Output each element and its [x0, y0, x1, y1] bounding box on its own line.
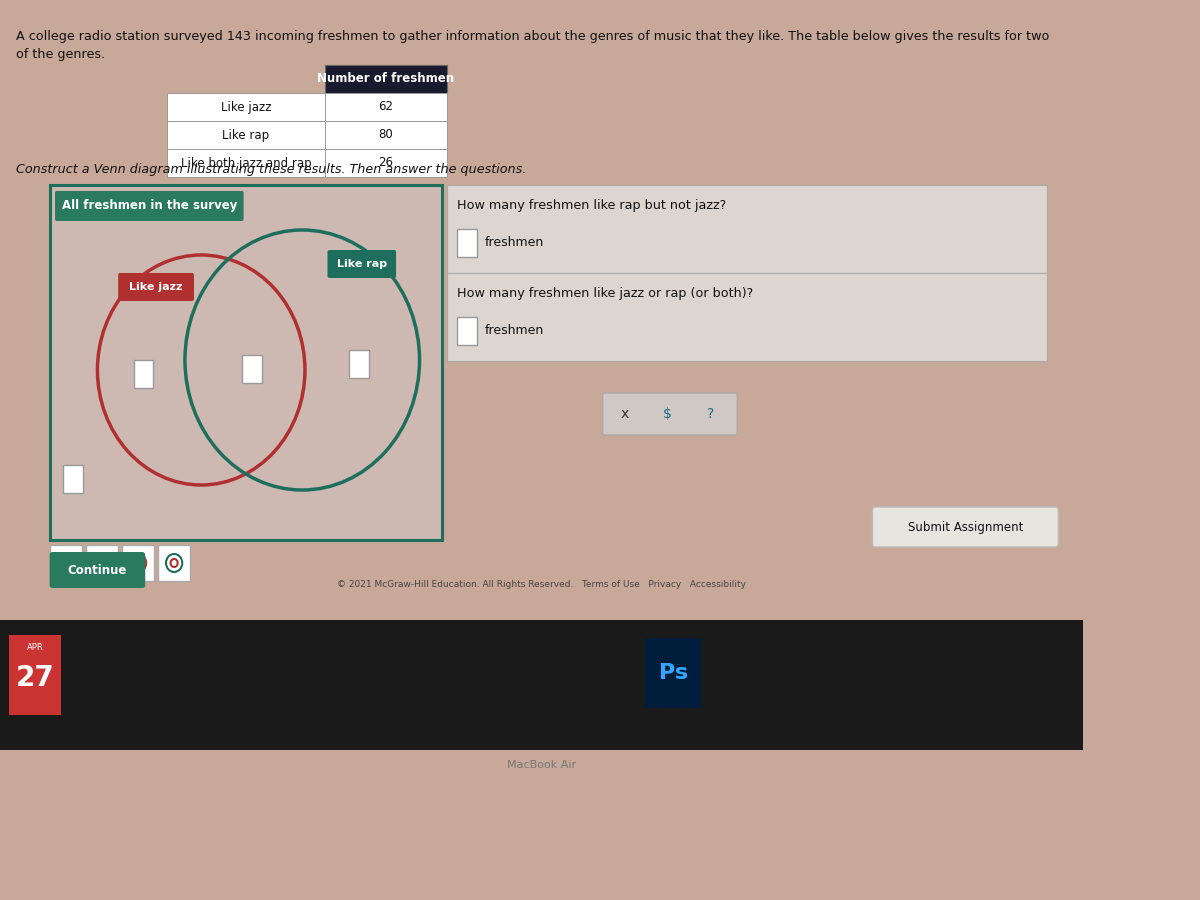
Text: 26: 26 — [378, 157, 394, 169]
FancyBboxPatch shape — [49, 545, 82, 581]
Text: 62: 62 — [378, 101, 394, 113]
FancyBboxPatch shape — [158, 545, 191, 581]
Text: x: x — [620, 407, 629, 421]
FancyBboxPatch shape — [49, 185, 442, 540]
Text: How many freshmen like rap but not jazz?: How many freshmen like rap but not jazz? — [457, 199, 727, 212]
Text: Continue: Continue — [67, 563, 127, 577]
FancyBboxPatch shape — [0, 620, 1082, 750]
FancyBboxPatch shape — [457, 317, 478, 345]
FancyBboxPatch shape — [167, 93, 325, 121]
FancyBboxPatch shape — [118, 273, 194, 301]
Text: Like jazz: Like jazz — [130, 282, 182, 292]
FancyBboxPatch shape — [325, 93, 446, 121]
FancyBboxPatch shape — [457, 229, 478, 257]
Text: ?: ? — [707, 407, 714, 421]
FancyBboxPatch shape — [64, 465, 83, 493]
Text: Submit Assignment: Submit Assignment — [907, 520, 1024, 534]
Text: $: $ — [664, 407, 672, 421]
Text: freshmen: freshmen — [485, 325, 544, 338]
Text: MacBook Air: MacBook Air — [506, 760, 576, 770]
Text: APR: APR — [26, 644, 43, 652]
FancyBboxPatch shape — [55, 191, 244, 221]
FancyBboxPatch shape — [325, 149, 446, 177]
FancyBboxPatch shape — [325, 65, 446, 93]
FancyBboxPatch shape — [349, 350, 370, 378]
Text: Ps: Ps — [659, 663, 688, 683]
Text: All freshmen in the survey: All freshmen in the survey — [61, 200, 238, 212]
Text: Like rap: Like rap — [222, 129, 270, 141]
FancyBboxPatch shape — [325, 121, 446, 149]
FancyBboxPatch shape — [167, 121, 325, 149]
Text: 27: 27 — [16, 664, 54, 692]
Text: A college radio station surveyed 143 incoming freshmen to gather information abo: A college radio station surveyed 143 inc… — [17, 30, 1050, 43]
Text: Construct a Venn diagram illustrating these results. Then answer the questions.: Construct a Venn diagram illustrating th… — [17, 163, 527, 176]
Text: of the genres.: of the genres. — [17, 48, 106, 61]
Text: freshmen: freshmen — [485, 237, 544, 249]
FancyBboxPatch shape — [328, 250, 396, 278]
Text: How many freshmen like jazz or rap (or both)?: How many freshmen like jazz or rap (or b… — [457, 287, 754, 300]
FancyBboxPatch shape — [133, 360, 154, 388]
Text: Like jazz: Like jazz — [221, 101, 271, 113]
FancyBboxPatch shape — [446, 273, 1046, 361]
FancyBboxPatch shape — [167, 149, 325, 177]
Text: Like both jazz and rap: Like both jazz and rap — [180, 157, 311, 169]
FancyBboxPatch shape — [122, 545, 155, 581]
FancyBboxPatch shape — [446, 185, 1046, 273]
FancyBboxPatch shape — [241, 355, 262, 383]
FancyBboxPatch shape — [602, 393, 737, 435]
FancyBboxPatch shape — [872, 507, 1058, 547]
Text: Like rap: Like rap — [337, 259, 386, 269]
FancyBboxPatch shape — [10, 635, 61, 715]
Text: Number of freshmen: Number of freshmen — [317, 73, 455, 86]
FancyBboxPatch shape — [646, 638, 701, 708]
Text: © 2021 McGraw-Hill Education. All Rights Reserved.   Terms of Use   Privacy   Ac: © 2021 McGraw-Hill Education. All Rights… — [337, 580, 746, 589]
Text: 80: 80 — [378, 129, 394, 141]
FancyBboxPatch shape — [49, 552, 145, 588]
FancyBboxPatch shape — [85, 545, 118, 581]
